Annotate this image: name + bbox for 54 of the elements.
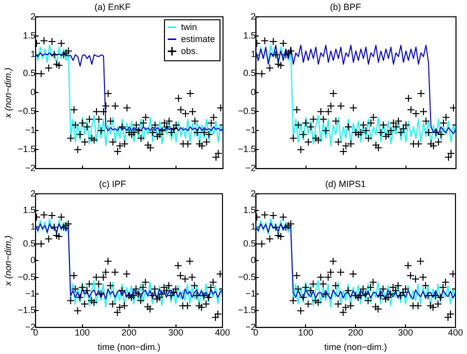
legend-label: estimate	[180, 34, 215, 44]
y-tick-label: 1.5	[243, 30, 256, 40]
y-tick-label: −0.5	[238, 272, 256, 282]
x-tick-label: 400	[448, 327, 464, 338]
y-tick-label: 1	[250, 49, 256, 60]
y-tick-label: 1	[250, 222, 256, 232]
y-tick-label: −1	[246, 288, 256, 298]
y-tick-label: −1.5	[238, 305, 256, 316]
y-tick-label: −1	[25, 125, 36, 136]
y-tick-label: −1.5	[238, 144, 256, 154]
x-tick-label: 400	[214, 327, 230, 338]
chart-title: (c) IPF	[99, 178, 126, 189]
y-tick-label: −0.5	[238, 106, 256, 116]
x-tick-label: 300	[168, 327, 184, 338]
y-tick-label: −2	[246, 322, 256, 332]
y-tick-label: −0.5	[18, 272, 36, 282]
y-tick-label: 0	[250, 255, 256, 266]
y-tick-label: −1	[246, 125, 256, 136]
y-tick-label: 0.5	[243, 238, 256, 248]
y-axis-title: x (non−dim.)	[2, 68, 13, 119]
chart-title: (a) EnKF	[94, 2, 132, 12]
legend-label: obs.	[180, 46, 198, 56]
y-tick-label: −1	[25, 288, 36, 298]
legend-label: twin	[180, 22, 197, 32]
y-tick-label: −1.5	[18, 144, 36, 154]
y-tick-label: 0.5	[23, 238, 36, 248]
x-axis-title: time (non−dim.)	[324, 342, 388, 352]
y-tick-label: 0	[30, 87, 36, 98]
y-tick-label: 1.5	[243, 204, 256, 215]
y-tick-label: 1	[30, 222, 36, 232]
y-tick-label: 2	[30, 188, 36, 198]
y-tick-label: 1.5	[23, 204, 36, 215]
y-tick-label: 2	[250, 11, 256, 22]
y-tick-label: −1.5	[18, 305, 36, 316]
x-axis-title: time (non−dim.)	[98, 342, 160, 352]
y-tick-label: −2	[246, 163, 256, 174]
y-tick-label: 0	[30, 255, 36, 266]
y-tick-label: −2	[25, 163, 36, 174]
x-tick-label: 100	[298, 327, 314, 338]
chart-title: (d) MIPS1	[325, 178, 366, 189]
x-tick-label: 200	[348, 327, 364, 338]
x-tick-label: 300	[398, 327, 414, 338]
y-tick-label: 0.5	[23, 68, 36, 78]
y-axis-title: x (non−dim.)	[2, 235, 13, 287]
x-tick-label: 100	[74, 327, 90, 338]
y-tick-label: 1.5	[23, 30, 36, 40]
y-tick-label: 2	[250, 188, 256, 198]
x-tick-label: 200	[122, 327, 137, 338]
chart-title: (b) BPF	[330, 2, 362, 12]
y-tick-label: 1	[30, 49, 36, 60]
y-tick-label: 0	[250, 87, 256, 98]
y-tick-label: 0.5	[243, 68, 256, 78]
y-tick-label: 2	[30, 11, 36, 22]
y-tick-label: −0.5	[18, 106, 36, 116]
